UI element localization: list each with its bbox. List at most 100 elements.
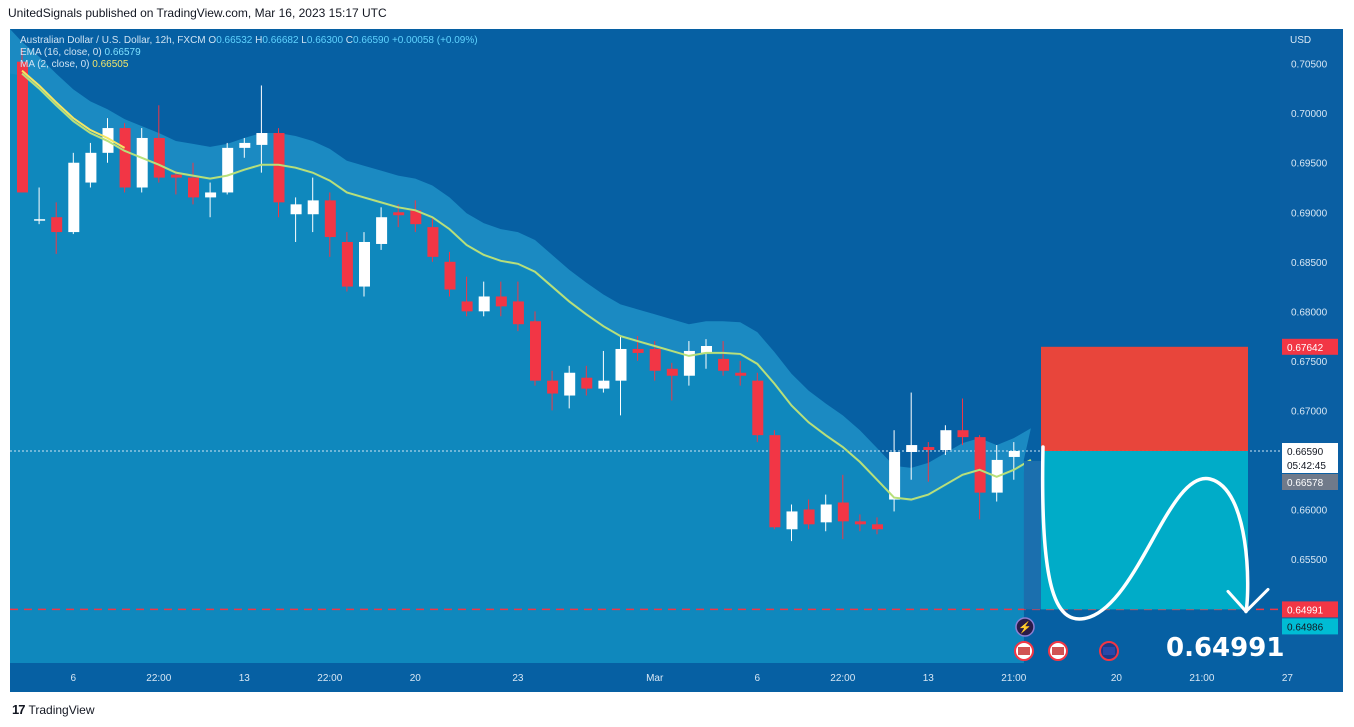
countdown-label: 05:42:45 — [1287, 461, 1326, 472]
price-axis-background — [1280, 29, 1343, 692]
take-profit-zone — [1041, 451, 1248, 610]
candle-body — [512, 301, 524, 325]
ema-price-label: 0.66578 — [1287, 478, 1324, 489]
candle-body — [393, 212, 405, 216]
candle-body — [906, 445, 918, 452]
y-tick-label: 0.70000 — [1291, 109, 1328, 120]
projection-shade — [1024, 461, 1041, 610]
x-tick-label: 27 — [1282, 673, 1294, 684]
legend-c-value: 0.66590 — [353, 35, 390, 46]
footer-brand: TradingView — [28, 702, 95, 717]
x-tick-label: Mar — [646, 673, 664, 684]
x-tick-label: 13 — [923, 673, 935, 684]
y-tick-label: 0.67000 — [1291, 406, 1328, 417]
candle-body — [170, 174, 182, 178]
y-tick-label: 0.68500 — [1291, 258, 1328, 269]
candle-body — [341, 241, 353, 287]
stop-price-label-bg — [1282, 338, 1338, 355]
last-price-label-bg — [1282, 443, 1338, 460]
ema-price-label-bg — [1282, 474, 1338, 491]
candle-body — [222, 147, 234, 193]
stop-loss-zone — [1041, 346, 1248, 452]
candle-body — [324, 200, 336, 238]
candle-body — [769, 435, 781, 528]
currency-label: USD — [1290, 35, 1312, 46]
candle-body — [598, 380, 610, 389]
candle-body — [872, 524, 883, 530]
candle-body — [666, 368, 678, 376]
x-tick-label: 22:00 — [146, 673, 171, 684]
x-tick-label: 21:00 — [1189, 673, 1214, 684]
last-price-label: 0.66590 — [1287, 447, 1324, 458]
candle-body — [273, 133, 285, 203]
x-tick-label: 6 — [755, 673, 761, 684]
ma-line — [21, 69, 126, 149]
legend-change: +0.00058 (+0.09%) — [391, 35, 478, 46]
candle-body — [974, 437, 986, 493]
y-tick-label: 0.68000 — [1291, 307, 1328, 318]
candle-body — [119, 128, 131, 188]
candle-body — [495, 296, 507, 307]
legend-h-value: 0.66682 — [262, 35, 299, 46]
chart-legend: Australian Dollar / U.S. Dollar, 12h, FX… — [20, 35, 478, 71]
candle-body — [376, 217, 388, 244]
legend-l-label: L — [301, 35, 307, 46]
x-tick-label: 22:00 — [830, 673, 855, 684]
countdown-label-bg — [1282, 457, 1338, 474]
stop-price-label: 0.67642 — [1287, 343, 1324, 354]
candle-body — [581, 377, 593, 389]
legend-ohlc-row: Australian Dollar / U.S. Dollar, 12h, FX… — [20, 35, 478, 47]
candle-body — [940, 430, 952, 451]
candle-body — [188, 177, 199, 198]
legend-h-label: H — [255, 35, 263, 46]
tradingview-logo-icon: 17 — [12, 702, 26, 717]
x-tick-label: 23 — [512, 673, 524, 684]
candle-body — [256, 133, 268, 145]
x-tick-label: 20 — [1111, 673, 1123, 684]
legend-c-label: C — [345, 35, 354, 46]
target2-price-label: 0.64986 — [1287, 622, 1324, 633]
candle-body — [683, 350, 695, 376]
candle-body — [530, 321, 541, 381]
y-tick-label: 0.65500 — [1291, 555, 1328, 566]
legend-o-label: O — [208, 35, 217, 46]
candle-body — [307, 200, 319, 215]
y-tick-label: 0.66000 — [1291, 505, 1328, 516]
legend-ema-row: EMA (16, close, 0) 0.66579 — [20, 47, 478, 59]
candle-body — [615, 348, 627, 381]
target-price-text: 0.64991 — [1166, 633, 1284, 663]
candle-body — [444, 261, 456, 290]
candle-body — [649, 348, 661, 371]
lightning-icon — [1015, 617, 1035, 637]
lightning-icon-glyph: ⚡ — [1018, 621, 1032, 634]
projection-curve — [1040, 445, 1250, 621]
legend-ema-value: 0.66579 — [104, 47, 141, 58]
candle-body — [478, 296, 490, 312]
candle-body — [803, 509, 815, 525]
candle-body — [923, 447, 935, 451]
y-tick-label: 0.69500 — [1291, 159, 1328, 170]
legend-ema-label: EMA (16, close, 0) — [20, 47, 102, 58]
target-price-label: 0.64991 — [1287, 605, 1324, 616]
chart-svg[interactable]: 0.70500 0.70000 0.69500 0.69000 0.68500 0.680… — [10, 29, 1343, 692]
candle-body — [205, 192, 217, 198]
y-tick-label: 0.67500 — [1291, 357, 1328, 368]
candle-body — [1008, 451, 1020, 457]
x-tick-label: 22:00 — [317, 673, 342, 684]
candle-body — [68, 162, 80, 233]
candle-body — [359, 241, 370, 287]
candle-body — [820, 504, 832, 523]
ema-line — [21, 72, 1032, 501]
candle-body — [564, 372, 576, 396]
legend-o-value: 0.66532 — [216, 35, 253, 46]
target2-price-label-bg — [1282, 618, 1338, 635]
legend-ma-row: MA (2, close, 0) 0.66505 — [20, 59, 478, 71]
candle-body — [51, 217, 63, 233]
candle-body — [239, 142, 251, 148]
candle-body — [85, 152, 97, 183]
candle-body — [735, 372, 747, 376]
candle-body — [290, 204, 302, 215]
candle-body — [461, 301, 473, 312]
target-price-label-bg — [1282, 601, 1338, 618]
candle-body — [153, 137, 165, 178]
